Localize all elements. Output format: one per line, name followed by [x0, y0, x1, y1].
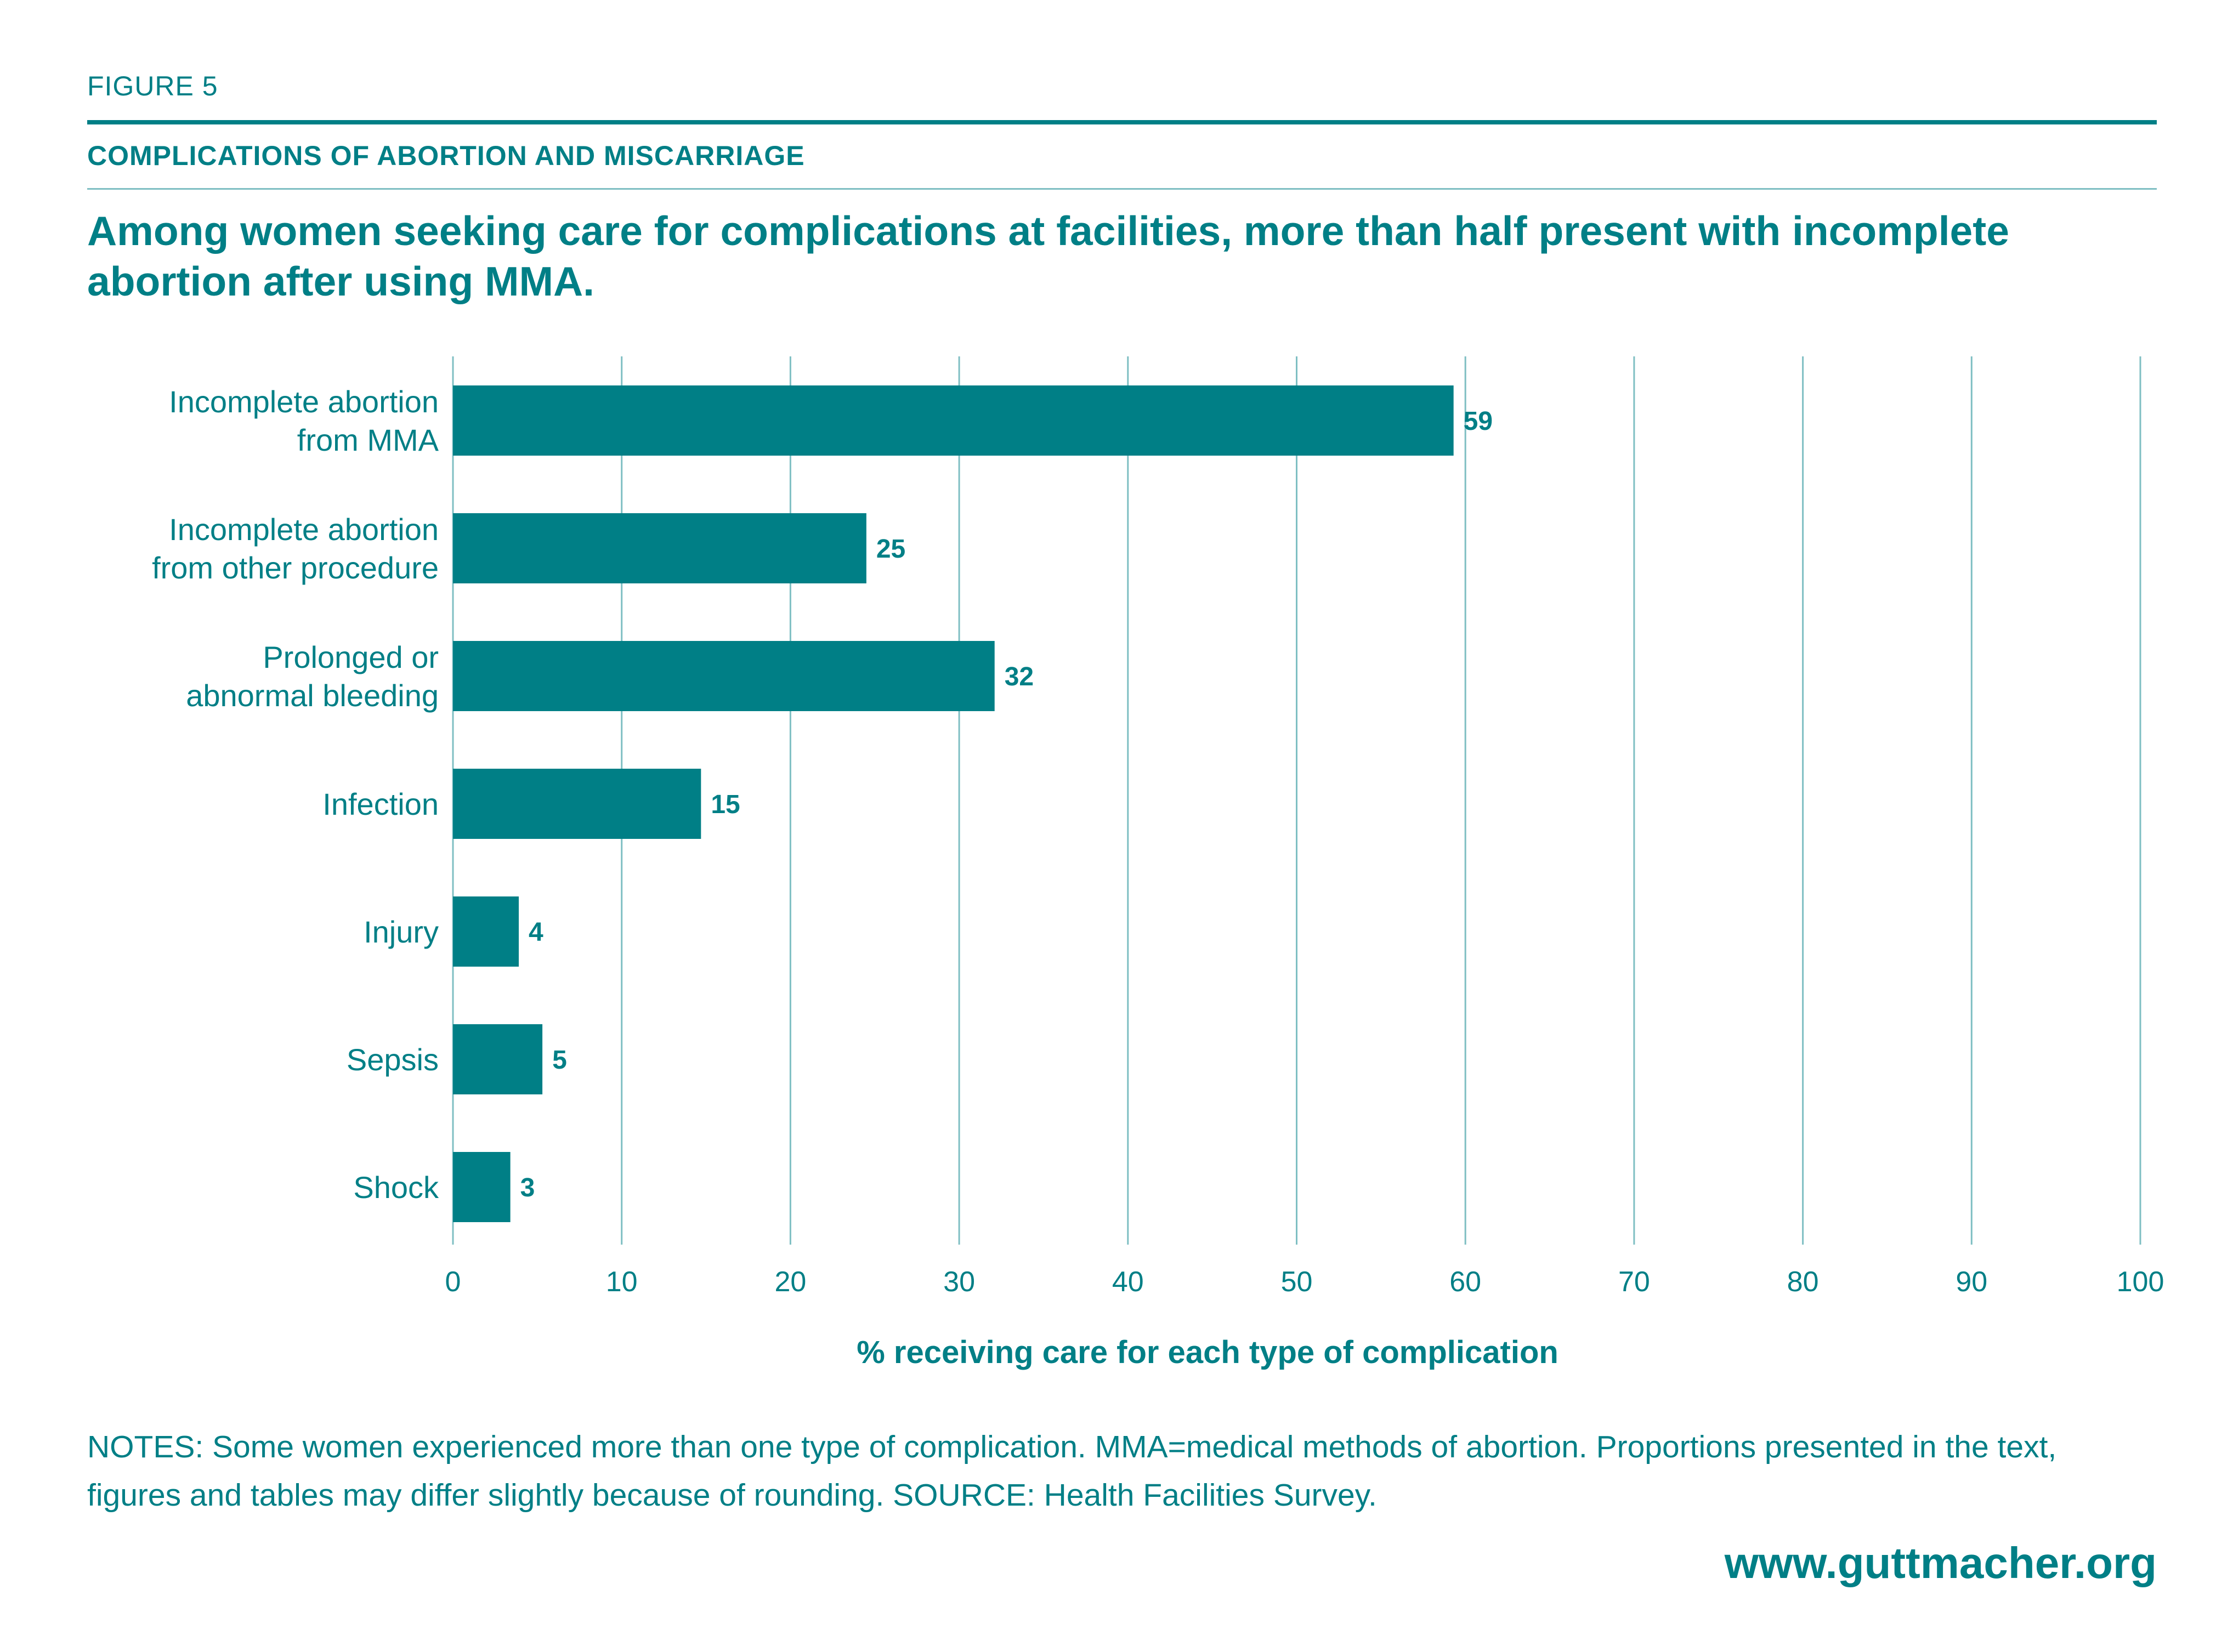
x-tick-label-30: 30: [943, 1266, 975, 1298]
x-tick-label-60: 60: [1449, 1266, 1481, 1298]
value-label-5: 5: [552, 1046, 567, 1075]
category-label-0-0: Incomplete abortion: [169, 384, 439, 419]
category-label-2-1: abnormal bleeding: [186, 678, 439, 713]
category-label-2-0: Prolonged or: [263, 640, 439, 674]
x-axis-title: % receiving care for each type of compli…: [857, 1335, 1558, 1370]
x-tick-label-100: 100: [2117, 1266, 2164, 1298]
category-label-5-0: Sepsis: [347, 1042, 439, 1077]
section-rule: [87, 188, 2157, 190]
category-label-6-0: Shock: [353, 1170, 439, 1205]
website-link[interactable]: www.guttmacher.org: [1724, 1539, 2157, 1587]
chart-headline: Among women seeking care for complicatio…: [87, 208, 2009, 304]
section-title: COMPLICATIONS OF ABORTION AND MISCARRIAG…: [87, 140, 805, 171]
bar-5: [453, 1024, 543, 1094]
category-label-1-0: Incomplete abortion: [169, 512, 439, 547]
value-label-2: 32: [1005, 662, 1034, 691]
x-tick-label-70: 70: [1618, 1266, 1650, 1298]
value-label-3: 15: [711, 790, 740, 819]
bar-2: [453, 641, 995, 711]
bar-3: [453, 769, 701, 839]
x-tick-label-80: 80: [1787, 1266, 1819, 1298]
header-rule: [87, 120, 2157, 124]
bar-chart: 0 10 20 30 40 50 60 70 80 90 100 59 Incomplete abort…: [152, 356, 2164, 1298]
bar-1: [453, 513, 866, 583]
value-label-0: 59: [1464, 407, 1493, 436]
bar-0: [453, 385, 1454, 456]
bar-4: [453, 896, 519, 967]
figure-label: FIGURE 5: [87, 71, 218, 101]
category-label-3-0: Infection: [322, 787, 439, 821]
x-tick-label-90: 90: [1956, 1266, 1987, 1298]
x-tick-label-40: 40: [1112, 1266, 1144, 1298]
value-label-6: 3: [520, 1173, 535, 1202]
value-label-4: 4: [529, 918, 543, 947]
category-label-4-0: Injury: [364, 915, 439, 949]
category-label-0-1: from MMA: [297, 423, 439, 457]
x-tick-label-50: 50: [1281, 1266, 1313, 1298]
notes: NOTES: Some women experienced more than …: [87, 1429, 2057, 1513]
x-tick-label-20: 20: [774, 1266, 806, 1298]
bar-6: [453, 1152, 511, 1222]
x-tick-label-10: 10: [606, 1266, 638, 1298]
x-tick-label-0: 0: [445, 1266, 461, 1298]
category-label-1-1: from other procedure: [152, 550, 439, 585]
value-label-1: 25: [876, 535, 905, 564]
